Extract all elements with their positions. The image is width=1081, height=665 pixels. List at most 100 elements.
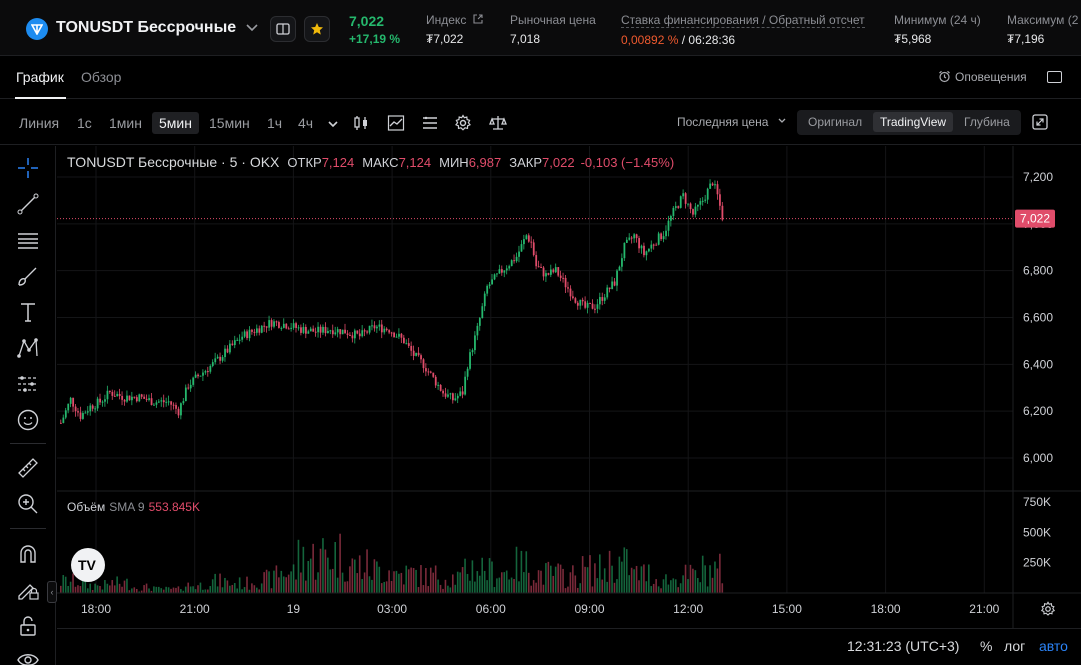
magnet-icon[interactable] — [16, 542, 40, 566]
candle-body — [390, 332, 393, 334]
view-tradingview[interactable]: TradingView — [873, 112, 954, 132]
volume-bar — [368, 576, 371, 593]
price-source-select[interactable]: Последняя цена — [677, 115, 787, 129]
candle-body — [91, 405, 94, 409]
projection-icon[interactable] — [16, 372, 40, 396]
brush-icon[interactable] — [16, 264, 40, 288]
candle-body — [498, 269, 501, 274]
funding-stat[interactable]: Ставка финансирования / Обратный отсчет … — [621, 13, 865, 47]
tab-overview[interactable]: Обзор — [81, 69, 122, 85]
percent-toggle[interactable]: % — [980, 638, 993, 654]
symbol-title[interactable]: TONUSDT Бессрочные — [56, 19, 237, 36]
pattern-icon[interactable] — [16, 336, 40, 360]
volume-bar — [572, 565, 574, 593]
candle-body — [557, 267, 560, 276]
volume-bar — [633, 569, 635, 593]
candle-body — [319, 326, 322, 333]
external-link-icon[interactable] — [473, 14, 483, 24]
clock-timezone[interactable]: 12:31:23 (UTC+3) — [847, 638, 960, 654]
volume-bar — [586, 567, 589, 593]
low-24h-value: ₮5,968 — [894, 32, 932, 46]
volume-bar — [238, 577, 241, 593]
candles-icon[interactable] — [352, 114, 370, 132]
volume-bar — [204, 589, 207, 593]
legend-low: 6,987 — [468, 155, 502, 170]
candle-body — [282, 323, 285, 328]
crosshair-icon[interactable] — [16, 156, 40, 180]
zoom-in-icon[interactable] — [16, 492, 40, 516]
tf-5min[interactable]: 5мин — [152, 112, 199, 134]
candle-body — [99, 398, 101, 403]
volume-bar — [442, 588, 444, 593]
candle-body — [307, 331, 310, 334]
candle-body — [606, 287, 609, 298]
volume-bar — [118, 583, 121, 593]
candle-body — [346, 333, 349, 335]
last-price-badge — [1015, 209, 1055, 228]
candle-body — [322, 326, 324, 333]
book-icon[interactable] — [270, 16, 296, 42]
chart-settings-icon[interactable] — [1040, 601, 1056, 617]
volume-bar — [447, 585, 449, 593]
volume-bar — [618, 556, 621, 593]
volume-bar — [716, 568, 719, 593]
lock-drawings-icon[interactable] — [16, 578, 40, 602]
log-toggle[interactable]: лог — [1004, 638, 1026, 654]
volume-bar — [202, 589, 204, 593]
chevron-down-icon[interactable] — [245, 20, 259, 34]
tf-1h[interactable]: 1ч — [267, 115, 283, 131]
volume-bar — [219, 573, 221, 593]
volume-bar — [297, 539, 300, 593]
candle-body — [184, 387, 187, 402]
candle-body — [608, 287, 611, 289]
candle-body — [398, 333, 400, 337]
candle-body — [89, 405, 92, 412]
volume-bar — [307, 560, 310, 593]
candle-body — [572, 296, 574, 299]
scale-balance-icon[interactable] — [489, 114, 507, 132]
alerts-button[interactable]: Оповещения — [938, 70, 1027, 84]
candle-body — [314, 331, 317, 333]
tf-15min[interactable]: 15мин — [209, 115, 250, 131]
tab-chart[interactable]: График — [16, 69, 64, 85]
fullscreen-icon[interactable] — [1032, 114, 1048, 130]
menu-list-icon[interactable] — [421, 114, 439, 132]
tf-4h[interactable]: 4ч — [298, 115, 314, 131]
eye-icon[interactable] — [16, 648, 40, 665]
candle-body — [427, 371, 430, 373]
collapse-sidebar-button[interactable]: ‹ — [47, 581, 57, 603]
candle-body — [719, 194, 721, 206]
emoji-icon[interactable] — [16, 408, 40, 432]
auto-toggle[interactable]: авто — [1039, 638, 1068, 654]
ruler-icon[interactable] — [16, 456, 40, 480]
candle-body — [665, 230, 667, 237]
candle-body — [667, 220, 670, 231]
lock-icon[interactable] — [16, 614, 40, 638]
volume-bar — [643, 564, 645, 593]
settings-gear-icon[interactable] — [454, 114, 472, 132]
view-original[interactable]: Оригинал — [808, 115, 863, 129]
fib-lines-icon[interactable] — [16, 228, 40, 252]
candle-body — [278, 322, 280, 328]
view-depth[interactable]: Глубина — [964, 115, 1010, 129]
candle-body — [285, 323, 288, 329]
indicators-icon[interactable] — [387, 114, 405, 132]
volume-bar — [184, 586, 187, 593]
candle-body — [486, 285, 489, 294]
volume-bar — [341, 572, 344, 593]
candle-body — [694, 206, 697, 215]
volume-bar — [113, 585, 116, 593]
tf-1min[interactable]: 1мин — [109, 115, 142, 131]
candle-body — [334, 332, 337, 335]
layout-icon[interactable] — [1047, 71, 1062, 83]
tf-1s[interactable]: 1с — [77, 115, 92, 131]
volume-bar — [376, 561, 378, 593]
volume-bar — [319, 548, 322, 593]
tf-line[interactable]: Линия — [19, 115, 60, 131]
text-tool-icon[interactable] — [16, 300, 40, 324]
trend-line-icon[interactable] — [16, 192, 40, 216]
timeframe-chevron-icon[interactable] — [324, 115, 342, 133]
favorite-star-icon[interactable] — [304, 16, 330, 42]
